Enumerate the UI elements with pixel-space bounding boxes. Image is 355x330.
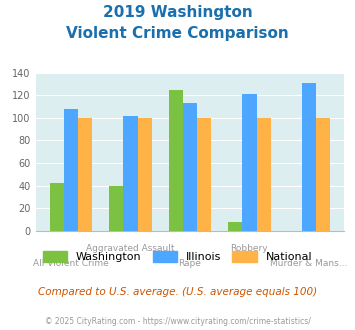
- Bar: [138, 118, 152, 231]
- Text: Robbery: Robbery: [231, 244, 268, 253]
- Text: 2019 Washington: 2019 Washington: [103, 5, 252, 20]
- Text: Aggravated Assault: Aggravated Assault: [86, 244, 175, 253]
- Bar: [183, 103, 197, 231]
- Bar: [302, 83, 316, 231]
- Text: © 2025 CityRating.com - https://www.cityrating.com/crime-statistics/: © 2025 CityRating.com - https://www.city…: [45, 317, 310, 326]
- Bar: [197, 118, 211, 231]
- Text: Violent Crime Comparison: Violent Crime Comparison: [66, 26, 289, 41]
- Bar: [123, 115, 138, 231]
- Bar: [242, 94, 257, 231]
- Bar: [169, 89, 183, 231]
- Bar: [257, 118, 271, 231]
- Bar: [50, 183, 64, 231]
- Bar: [228, 222, 242, 231]
- Text: All Violent Crime: All Violent Crime: [33, 259, 109, 268]
- Text: Compared to U.S. average. (U.S. average equals 100): Compared to U.S. average. (U.S. average …: [38, 287, 317, 297]
- Bar: [78, 118, 92, 231]
- Legend: Washington, Illinois, National: Washington, Illinois, National: [38, 247, 317, 266]
- Bar: [109, 186, 123, 231]
- Text: Rape: Rape: [179, 259, 201, 268]
- Bar: [316, 118, 330, 231]
- Bar: [64, 109, 78, 231]
- Text: Murder & Mans...: Murder & Mans...: [270, 259, 348, 268]
